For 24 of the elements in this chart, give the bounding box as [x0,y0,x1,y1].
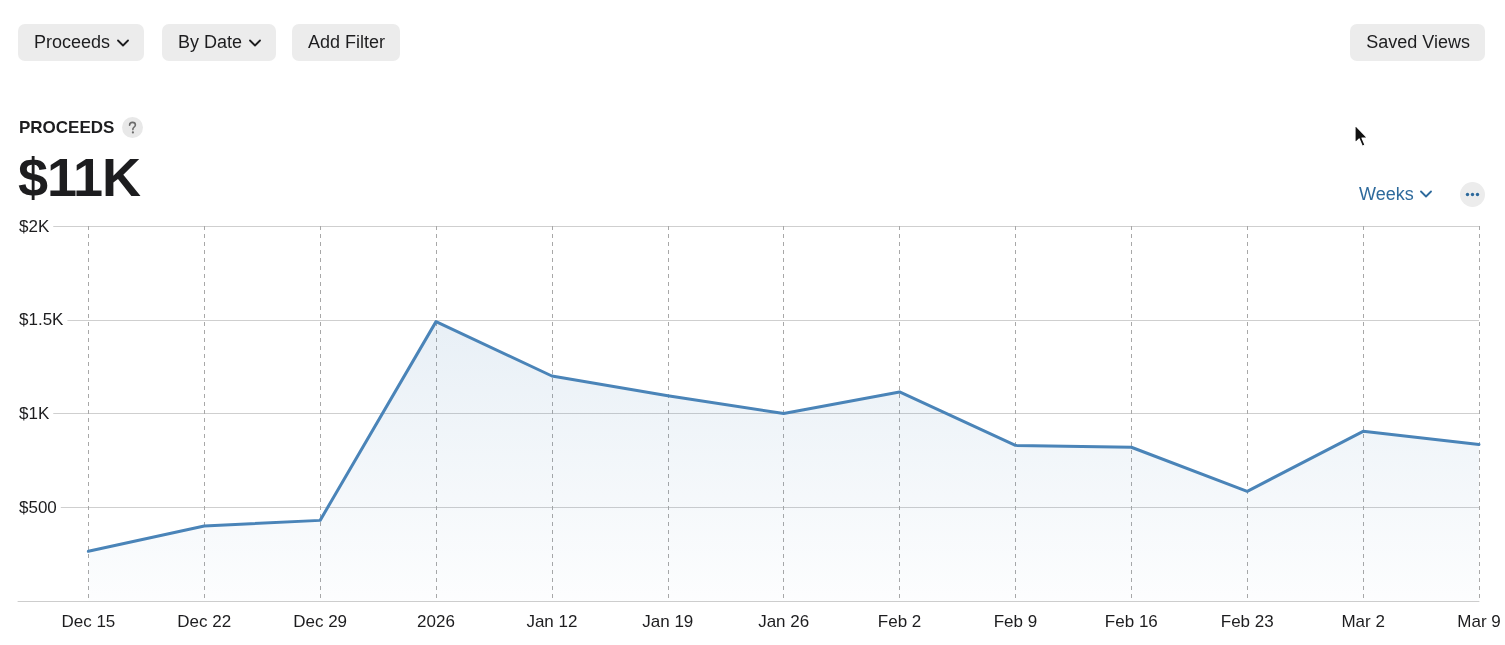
dropdown-button: By Date [162,24,277,61]
text: Weeks [1359,183,1414,205]
x-tick-label: Jan 19 [642,612,694,631]
button: Add Filter [292,24,401,61]
x-tick-label: 2026 [417,612,455,631]
x-tick-label: Dec 15 [61,612,116,631]
y-tick-label: $500 [19,497,57,517]
y-tick-label: $1.5K [19,310,65,330]
chart-subtitle: $11K [18,147,141,207]
x-tick-label: Jan 26 [758,612,810,631]
chart-title: PROCEEDS [19,118,115,138]
x-tick-label: Feb 16 [1104,612,1158,631]
y-tick-label: $2K [19,216,50,236]
x-tick-label: Mar 9 [1457,612,1501,631]
x-tick-label: Dec 29 [293,612,348,631]
x-tick-label: Feb 23 [1220,612,1274,631]
dropdown-button: Proceeds [18,24,145,61]
x-tick-label: Dec 22 [177,612,232,631]
x-tick-label: Jan 12 [526,612,578,631]
x-tick-label: Mar 2 [1341,612,1385,631]
y-tick-label: $1K [19,404,50,423]
x-tick-label: Feb 9 [993,612,1038,631]
button: Saved Views [1350,24,1485,61]
x-tick-label: Feb 2 [877,612,922,631]
